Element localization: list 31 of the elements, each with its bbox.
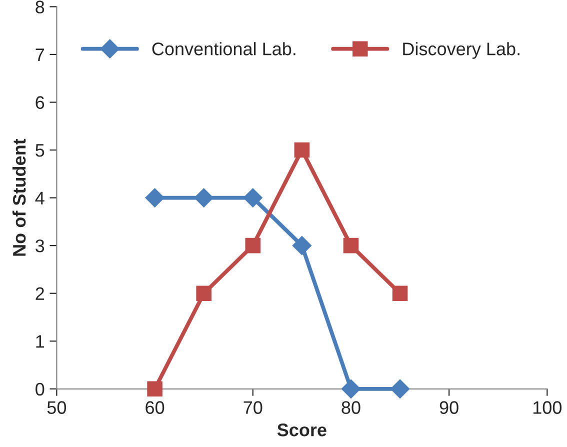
point [147, 381, 162, 397]
point [392, 286, 408, 301]
y-tick-label: 7 [36, 48, 44, 62]
x-tick-label: 80 [342, 401, 360, 414]
x-axis-title: Score [277, 424, 326, 436]
y-tick-label: 0 [36, 382, 44, 396]
point [292, 236, 312, 256]
y-tick-label: 8 [36, 0, 44, 14]
y-axis-title: No of Student [12, 138, 26, 256]
y-tick-label: 1 [36, 335, 44, 348]
y-tick-label: 4 [35, 192, 44, 204]
point [343, 238, 359, 254]
point [194, 188, 214, 208]
point [390, 379, 410, 398]
legend-label: Discovery Lab. [403, 42, 520, 59]
x-tick-label: 70 [244, 401, 262, 414]
point [294, 142, 310, 158]
y-tick-label: 6 [36, 96, 44, 109]
point [145, 188, 164, 208]
point [341, 379, 361, 398]
x-tick-label: 60 [146, 401, 164, 414]
point [245, 238, 261, 254]
y-tick-label: 2 [36, 287, 44, 300]
y-tick-label: 5 [36, 144, 44, 157]
x-tick-label: 50 [47, 401, 66, 414]
legend-label: Conventional Lab. [152, 42, 296, 56]
x-tick-label: 100 [533, 401, 562, 414]
x-tick-label: 90 [440, 401, 458, 414]
point [243, 188, 262, 208]
point [196, 286, 212, 301]
y-tick-label: 3 [36, 240, 44, 252]
